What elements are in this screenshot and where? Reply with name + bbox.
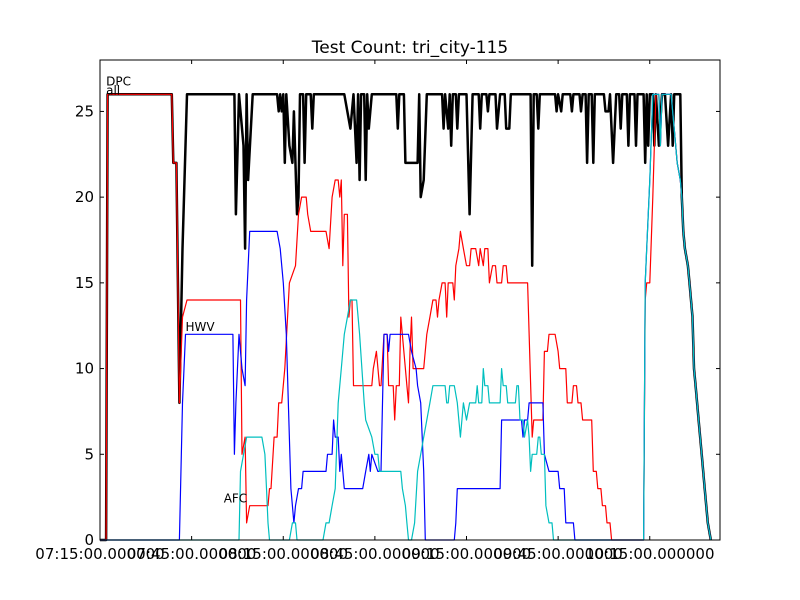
series-line-0 — [100, 93, 713, 542]
chart-title: Test Count: tri_city-115 — [311, 38, 508, 58]
annotation-label: HWV — [186, 320, 216, 334]
y-tick-label: 0 — [84, 531, 94, 549]
x-tick-label: 09:15:00.000000 — [402, 545, 531, 563]
y-axis: 0 5 10 15 20 25 — [75, 102, 720, 549]
x-axis: 07:15:00.00000007:45:00.00000008:15:00.0… — [35, 60, 715, 563]
annotation-label: all — [106, 83, 120, 97]
y-tick-label: 25 — [75, 102, 94, 120]
y-tick-label: 15 — [75, 274, 94, 292]
x-tick-label: 09:45:00.000000 — [493, 545, 622, 563]
x-tick-label: 10:15:00.000000 — [585, 545, 714, 563]
x-tick-label: 07:45:00.000000 — [127, 545, 256, 563]
y-tick-label: 5 — [84, 445, 94, 463]
annotation-label: DPC — [106, 75, 131, 89]
x-tick-label: 07:15:00.000000 — [35, 545, 164, 563]
x-tick-label: 08:15:00.000000 — [219, 545, 348, 563]
x-tick-label: 08:45:00.000000 — [310, 545, 439, 563]
plot-frame — [99, 59, 721, 541]
annotation-label: AFC — [224, 491, 248, 505]
y-tick-label: 10 — [75, 360, 94, 378]
series-line-3 — [100, 93, 712, 541]
y-tick-label: 20 — [75, 188, 94, 206]
